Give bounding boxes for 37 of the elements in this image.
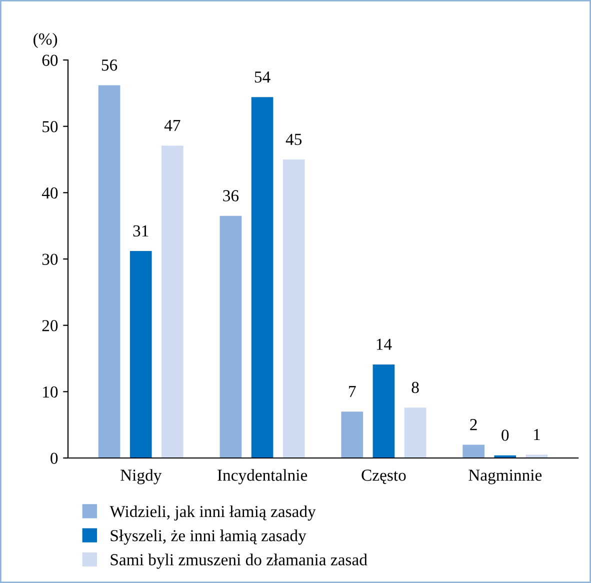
bar	[462, 444, 484, 458]
legend-label: Sami byli zmuszeni do złamania zasad	[110, 554, 368, 569]
data-label: 8	[412, 382, 419, 394]
bar	[220, 216, 242, 458]
y-tick-label: 20	[42, 320, 58, 332]
data-label: 54	[254, 72, 270, 83]
bar	[341, 412, 364, 458]
y-axis-title: (%)	[34, 32, 58, 48]
data-label: 56	[102, 60, 118, 71]
data-label: 0	[502, 430, 509, 441]
x-tick-label: Incydentalnie	[218, 469, 308, 484]
bar	[162, 146, 184, 458]
y-tick-label: 30	[42, 254, 58, 265]
bar	[251, 97, 274, 458]
data-label: 45	[286, 134, 302, 146]
data-label: 14	[376, 338, 392, 350]
y-tick-label: 40	[42, 187, 58, 199]
bar	[282, 160, 305, 458]
x-tick-label: Nigdy	[120, 469, 162, 484]
data-label: 1	[534, 429, 540, 440]
bar	[98, 85, 120, 458]
data-label: 47	[164, 120, 180, 131]
data-label: 36	[223, 190, 239, 202]
y-tick-label: 50	[42, 121, 58, 132]
x-tick-label: Często	[362, 470, 406, 484]
bar	[404, 408, 426, 458]
legend-label: Słyszeli, że inni łamią zasady	[110, 530, 306, 545]
bar	[130, 251, 152, 458]
y-tick-label: 0	[50, 452, 58, 464]
x-tick-label: Nagminnie	[468, 470, 542, 484]
legend-label: Widzieli, jak inni łamią zasady	[110, 505, 316, 521]
data-label: 31	[133, 225, 148, 237]
data-label: 7	[349, 386, 356, 397]
data-label: 2	[470, 419, 477, 430]
y-tick-label: 60	[42, 54, 58, 66]
y-tick-label: 10	[43, 386, 58, 398]
bar	[372, 364, 395, 458]
